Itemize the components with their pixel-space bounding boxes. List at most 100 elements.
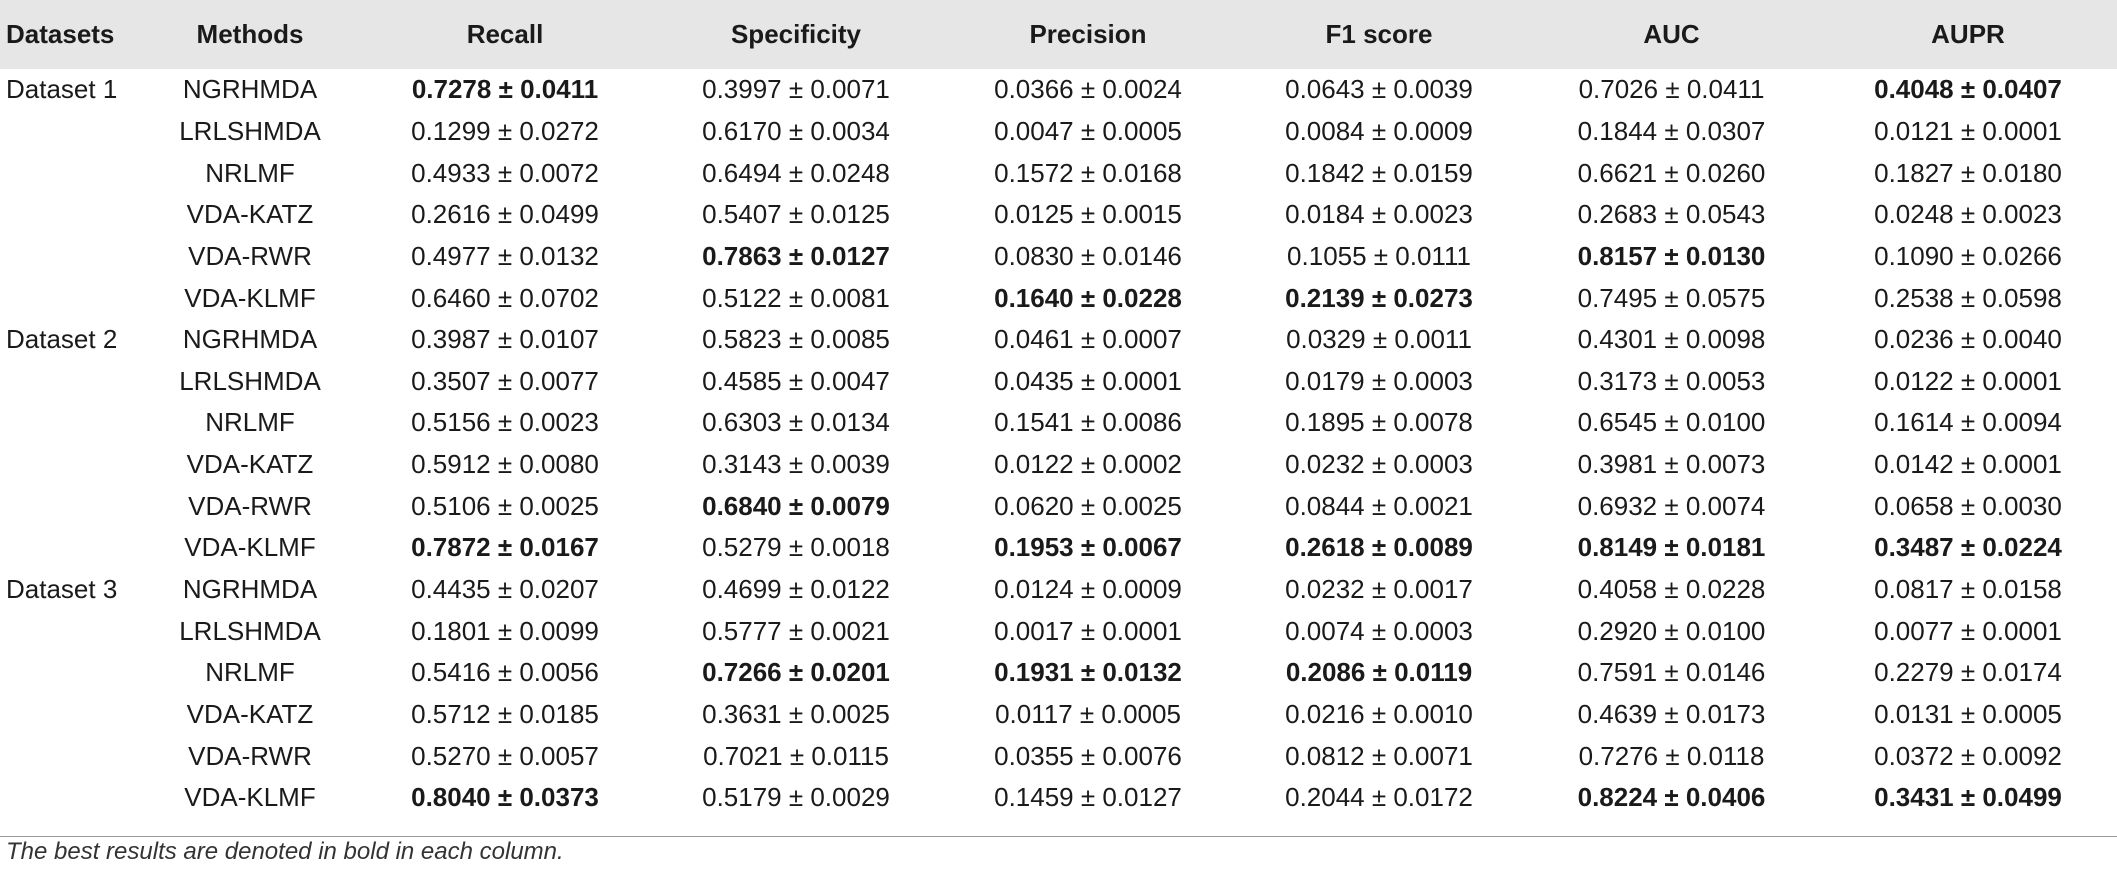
cell-precision: 0.0366 ± 0.0024 xyxy=(994,74,1182,105)
cell-aupr: 0.0077 ± 0.0001 xyxy=(1874,615,2062,646)
cell-auc: 0.6545 ± 0.0100 xyxy=(1577,407,1766,438)
cell-recall: 0.5912 ± 0.0080 xyxy=(411,449,599,480)
cell-f1-score: 0.2139 ± 0.0273 xyxy=(1285,282,1473,313)
cell-aupr: 0.0142 ± 0.0001 xyxy=(1874,449,2062,480)
cell-f1-score: 0.1895 ± 0.0078 xyxy=(1285,407,1473,438)
table-row: VDA-KLMF 0.7872 ± 0.0167 0.5279 ± 0.0018 0.… xyxy=(0,527,2117,569)
cell-method: LRLSHMDA xyxy=(179,365,321,396)
cell-aupr: 0.2538 ± 0.0598 xyxy=(1874,282,2062,313)
cell-recall: 0.4977 ± 0.0132 xyxy=(411,240,599,271)
cell-specificity: 0.6303 ± 0.0134 xyxy=(702,407,890,438)
cell-specificity: 0.5279 ± 0.0018 xyxy=(702,532,890,563)
table-row: LRLSHMDA 0.1299 ± 0.0272 0.6170 ± 0.0034 0.… xyxy=(0,111,2117,153)
cell-dataset xyxy=(0,694,140,736)
cell-auc: 0.3173 ± 0.0053 xyxy=(1577,365,1766,396)
cell-auc: 0.8224 ± 0.0406 xyxy=(1577,782,1766,813)
cell-precision: 0.0355 ± 0.0076 xyxy=(994,740,1182,771)
cell-specificity: 0.7863 ± 0.0127 xyxy=(702,240,890,271)
table-row: VDA-RWR 0.5270 ± 0.0057 0.7021 ± 0.0115 0.0… xyxy=(0,735,2117,777)
column-header-recall: Recall xyxy=(360,0,650,69)
cell-aupr: 0.0131 ± 0.0005 xyxy=(1874,698,2062,729)
cell-method: VDA-KATZ xyxy=(186,199,314,230)
cell-method: VDA-RWR xyxy=(188,740,312,771)
cell-precision: 0.0461 ± 0.0007 xyxy=(994,324,1182,355)
column-header-f1-score: F1 score xyxy=(1234,0,1524,69)
cell-auc: 0.7591 ± 0.0146 xyxy=(1577,657,1766,688)
cell-dataset xyxy=(0,402,140,444)
cell-recall: 0.7872 ± 0.0167 xyxy=(411,532,599,563)
cell-specificity: 0.5777 ± 0.0021 xyxy=(702,615,890,646)
cell-aupr: 0.0372 ± 0.0092 xyxy=(1874,740,2062,771)
table-row: LRLSHMDA 0.1801 ± 0.0099 0.5777 ± 0.0021 0.… xyxy=(0,610,2117,652)
cell-method: LRLSHMDA xyxy=(179,115,321,146)
table-row: Dataset 1 NGRHMDA 0.7278 ± 0.0411 0.3997 ± … xyxy=(0,69,2117,111)
cell-recall: 0.7278 ± 0.0411 xyxy=(411,74,599,105)
cell-f1-score: 0.1055 ± 0.0111 xyxy=(1287,240,1471,271)
cell-specificity: 0.6170 ± 0.0034 xyxy=(702,115,890,146)
cell-recall: 0.5712 ± 0.0185 xyxy=(411,698,599,729)
table-row: NRLMF 0.4933 ± 0.0072 0.6494 ± 0.0248 0.157… xyxy=(0,152,2117,194)
cell-aupr: 0.1614 ± 0.0094 xyxy=(1874,407,2062,438)
cell-specificity: 0.3997 ± 0.0071 xyxy=(702,74,890,105)
cell-f1-score: 0.1842 ± 0.0159 xyxy=(1285,157,1473,188)
cell-auc: 0.7276 ± 0.0118 xyxy=(1578,740,1765,771)
cell-aupr: 0.1827 ± 0.0180 xyxy=(1874,157,2062,188)
table-row: VDA-RWR 0.4977 ± 0.0132 0.7863 ± 0.0127 0.0… xyxy=(0,236,2117,278)
cell-dataset xyxy=(0,360,140,402)
column-header-methods: Methods xyxy=(140,0,360,69)
cell-auc: 0.8149 ± 0.0181 xyxy=(1577,532,1766,563)
cell-precision: 0.0047 ± 0.0005 xyxy=(994,115,1182,146)
column-header-specificity: Specificity xyxy=(650,0,942,69)
cell-recall: 0.1299 ± 0.0272 xyxy=(411,115,599,146)
cell-dataset xyxy=(0,777,140,819)
cell-auc: 0.4639 ± 0.0173 xyxy=(1577,698,1766,729)
cell-precision: 0.0125 ± 0.0015 xyxy=(994,199,1182,230)
cell-f1-score: 0.0844 ± 0.0021 xyxy=(1285,490,1473,521)
cell-precision: 0.0830 ± 0.0146 xyxy=(994,240,1182,271)
cell-specificity: 0.7266 ± 0.0201 xyxy=(702,657,890,688)
table-row: VDA-KATZ 0.5712 ± 0.0185 0.3631 ± 0.0025 0.… xyxy=(0,694,2117,736)
cell-method: VDA-RWR xyxy=(188,240,312,271)
cell-method: LRLSHMDA xyxy=(179,615,321,646)
table-row: VDA-KLMF 0.6460 ± 0.0702 0.5122 ± 0.0081 0.… xyxy=(0,277,2117,319)
cell-auc: 0.6621 ± 0.0260 xyxy=(1577,157,1766,188)
cell-f1-score: 0.0232 ± 0.0017 xyxy=(1285,574,1473,604)
cell-recall: 0.5416 ± 0.0056 xyxy=(411,657,599,688)
cell-aupr: 0.0658 ± 0.0030 xyxy=(1874,490,2062,521)
cell-method: VDA-KLMF xyxy=(184,532,316,563)
cell-precision: 0.1953 ± 0.0067 xyxy=(994,532,1182,563)
cell-precision: 0.0017 ± 0.0001 xyxy=(994,615,1182,646)
table-body: Dataset 1 NGRHMDA 0.7278 ± 0.0411 0.3997 ± … xyxy=(0,69,2117,819)
cell-method: NRLMF xyxy=(205,657,295,688)
cell-f1-score: 0.2044 ± 0.0172 xyxy=(1285,782,1473,813)
cell-precision: 0.1640 ± 0.0228 xyxy=(994,282,1182,313)
table-row: VDA-RWR 0.5106 ± 0.0025 0.6840 ± 0.0079 0.0… xyxy=(0,485,2117,527)
cell-method: VDA-KLMF xyxy=(184,782,316,813)
cell-specificity: 0.3143 ± 0.0039 xyxy=(702,449,890,480)
cell-precision: 0.1541 ± 0.0086 xyxy=(994,407,1182,438)
cell-f1-score: 0.0812 ± 0.0071 xyxy=(1285,740,1473,771)
column-header-auc: AUC xyxy=(1524,0,1819,69)
table-row: LRLSHMDA 0.3507 ± 0.0077 0.4585 ± 0.0047 0.… xyxy=(0,360,2117,402)
cell-precision: 0.0124 ± 0.0009 xyxy=(994,574,1182,604)
cell-f1-score: 0.0179 ± 0.0003 xyxy=(1285,365,1473,396)
cell-recall: 0.5270 ± 0.0057 xyxy=(411,740,599,771)
cell-method: VDA-KLMF xyxy=(184,282,316,313)
cell-specificity: 0.5122 ± 0.0081 xyxy=(702,282,890,313)
cell-specificity: 0.3631 ± 0.0025 xyxy=(702,698,890,729)
table-row: Dataset 2 NGRHMDA 0.3987 ± 0.0107 0.5823 ± … xyxy=(0,319,2117,361)
cell-f1-score: 0.0084 ± 0.0009 xyxy=(1285,115,1473,146)
cell-dataset xyxy=(0,277,140,319)
cell-recall: 0.3507 ± 0.0077 xyxy=(411,365,599,396)
cell-recall: 0.4435 ± 0.0207 xyxy=(411,574,599,604)
cell-specificity: 0.6494 ± 0.0248 xyxy=(702,157,890,188)
cell-dataset: Dataset 1 xyxy=(6,74,118,105)
column-header-datasets: Datasets xyxy=(0,0,140,69)
cell-dataset xyxy=(0,485,140,527)
table-row: VDA-KATZ 0.2616 ± 0.0499 0.5407 ± 0.0125 0.… xyxy=(0,194,2117,236)
cell-recall: 0.5106 ± 0.0025 xyxy=(411,490,599,521)
cell-aupr: 0.0121 ± 0.0001 xyxy=(1874,115,2062,146)
cell-auc: 0.2683 ± 0.0543 xyxy=(1577,199,1766,230)
cell-aupr: 0.3431 ± 0.0499 xyxy=(1874,782,2062,813)
cell-precision: 0.1459 ± 0.0127 xyxy=(994,782,1182,813)
